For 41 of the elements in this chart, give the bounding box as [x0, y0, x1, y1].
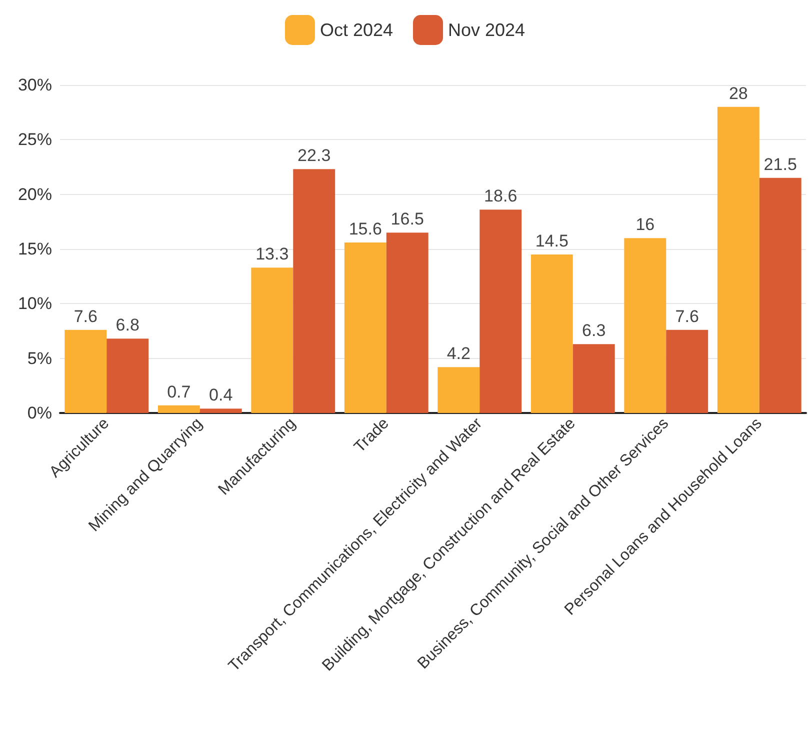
data-label: 15.6 [348, 219, 382, 238]
data-label: 28 [728, 84, 748, 103]
bar [106, 338, 149, 413]
data-label: 22.3 [298, 146, 331, 166]
bar [666, 330, 708, 413]
y-tick-label: 30% [18, 76, 52, 94]
bar [759, 178, 802, 413]
bar [64, 330, 107, 413]
data-label: 16 [636, 215, 655, 234]
bar [717, 106, 760, 413]
data-label: 6.3 [582, 321, 606, 340]
y-tick-label: 10% [18, 294, 52, 314]
data-label: 21.5 [764, 154, 797, 174]
data-label: 7.6 [675, 306, 699, 326]
bar [572, 344, 615, 413]
data-label: 14.5 [535, 231, 568, 250]
data-label: 16.5 [390, 210, 424, 229]
bar [251, 268, 294, 413]
bar [293, 169, 336, 413]
data-label: 4.2 [446, 344, 470, 364]
data-label: 7.6 [74, 306, 98, 326]
bar [530, 254, 573, 413]
bar [480, 210, 522, 413]
legend-label: Oct 2024 [320, 20, 393, 40]
data-label: 0.7 [167, 382, 191, 402]
y-tick-label: 20% [18, 184, 52, 204]
data-label: 6.8 [116, 316, 140, 335]
legend-label: Nov 2024 [448, 20, 526, 40]
data-label: 0.4 [209, 386, 233, 405]
bar [386, 232, 428, 413]
bar [200, 408, 242, 413]
data-label: 13.3 [256, 244, 289, 264]
bar [344, 242, 386, 413]
y-tick-label: 25% [18, 130, 52, 150]
y-tick-label: 5% [27, 348, 52, 368]
bar [158, 405, 200, 413]
bar [624, 238, 666, 413]
bar [438, 367, 480, 413]
y-tick-label: 15% [18, 240, 52, 258]
data-label: 18.6 [484, 186, 518, 206]
y-tick-label: 0% [27, 404, 52, 422]
